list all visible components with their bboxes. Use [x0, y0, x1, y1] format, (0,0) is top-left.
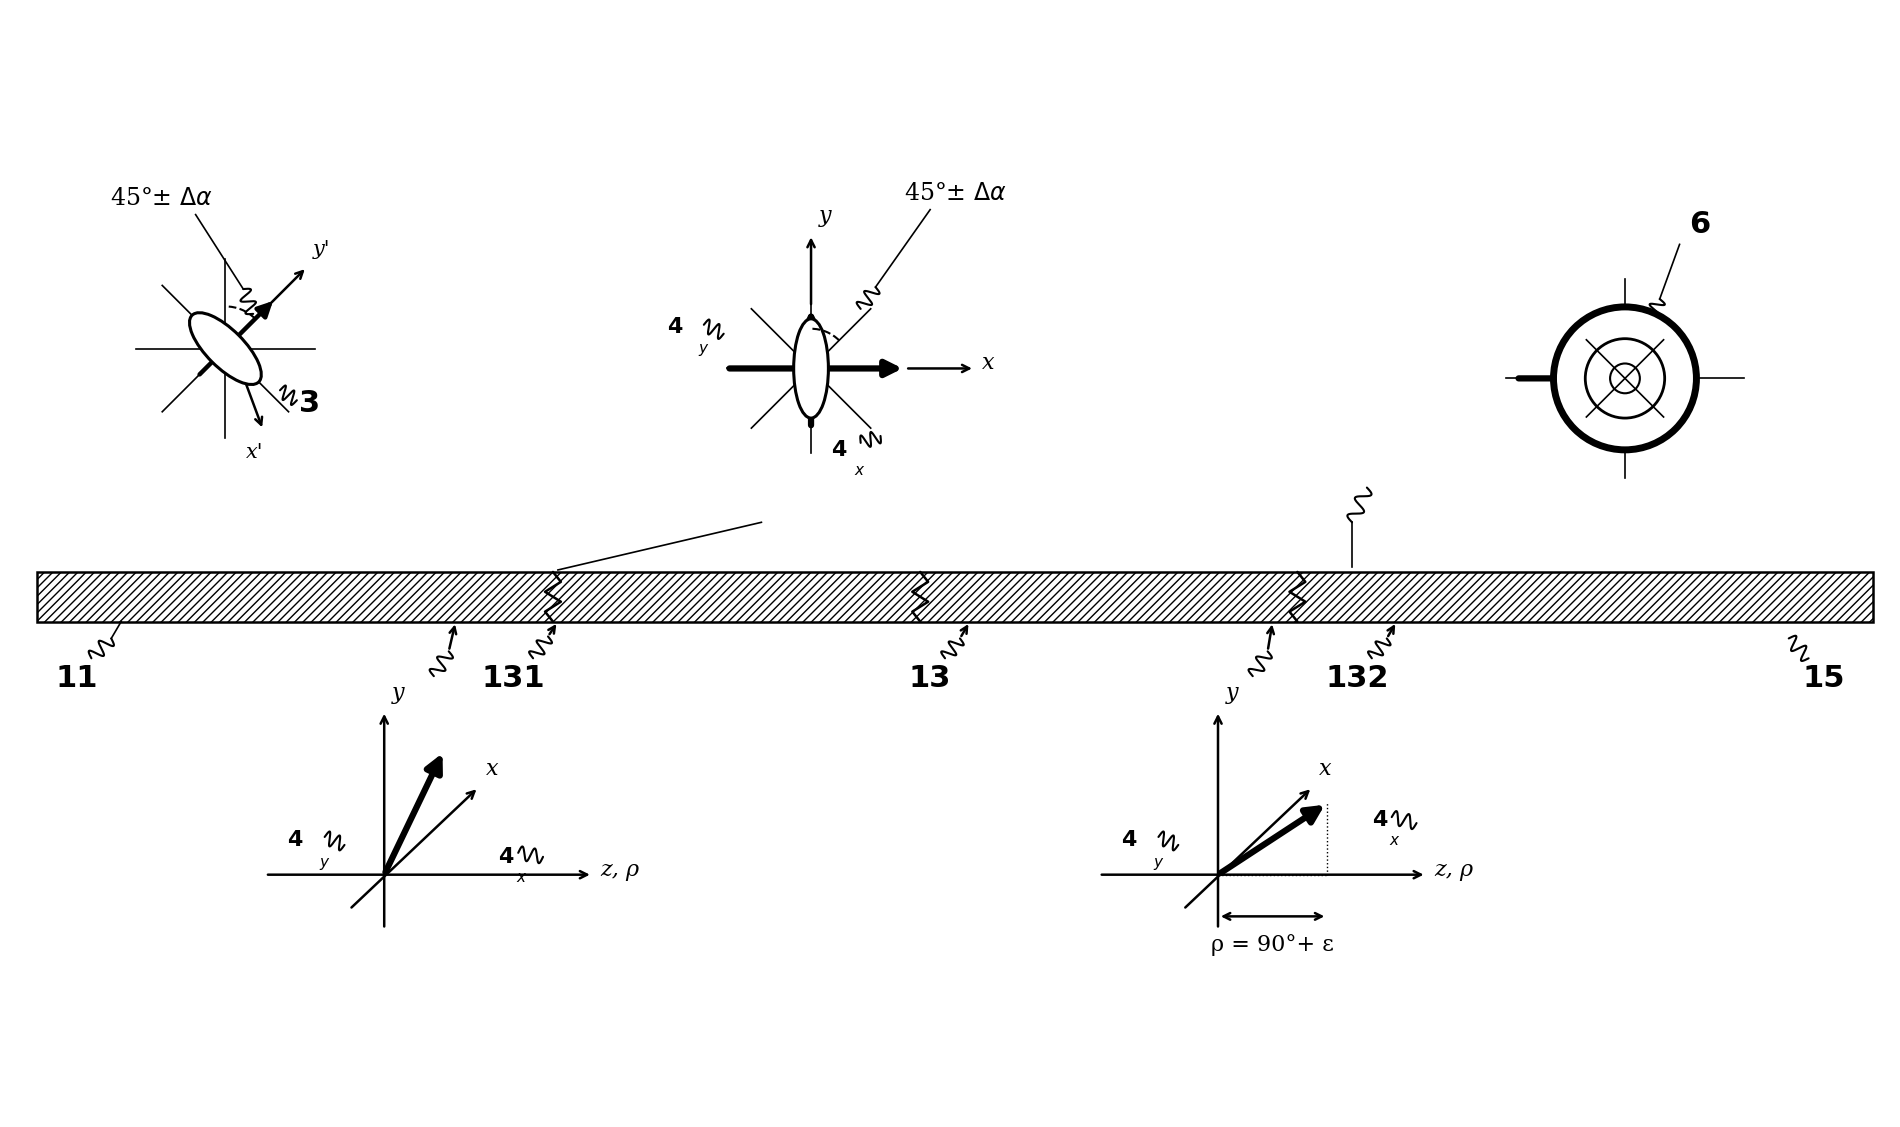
Text: x': x' — [247, 443, 264, 462]
Circle shape — [1609, 364, 1640, 393]
Text: x: x — [855, 463, 864, 478]
Text: 11: 11 — [55, 664, 97, 693]
Ellipse shape — [190, 312, 262, 384]
Text: 45°± $\Delta\alpha$: 45°± $\Delta\alpha$ — [110, 187, 213, 210]
Text: 13: 13 — [908, 664, 952, 693]
Text: 45°± $\Delta\alpha$: 45°± $\Delta\alpha$ — [904, 181, 1007, 205]
Text: x: x — [1389, 833, 1398, 848]
Text: x: x — [1319, 758, 1332, 780]
Circle shape — [1585, 339, 1664, 418]
Text: y: y — [1153, 855, 1163, 870]
Text: ρ = 90°+ ε: ρ = 90°+ ε — [1210, 934, 1334, 956]
Text: 131: 131 — [481, 664, 545, 693]
Ellipse shape — [794, 319, 828, 418]
Text: z, ρ: z, ρ — [1434, 859, 1474, 880]
Text: y: y — [391, 682, 405, 704]
Text: 3: 3 — [298, 389, 321, 418]
Text: 4: 4 — [1372, 810, 1387, 831]
Circle shape — [1554, 307, 1697, 450]
Text: 6: 6 — [1689, 211, 1710, 239]
Text: x: x — [486, 758, 498, 780]
Bar — [36, 571, 1873, 622]
Text: 4: 4 — [498, 846, 513, 867]
Text: z, ρ: z, ρ — [600, 859, 640, 880]
Text: 4: 4 — [1121, 829, 1136, 850]
Text: x: x — [517, 870, 524, 885]
Text: 4: 4 — [287, 829, 302, 850]
Text: y: y — [819, 204, 832, 227]
Text: y: y — [319, 855, 329, 870]
Text: y': y' — [314, 240, 331, 259]
Text: 15: 15 — [1803, 664, 1845, 693]
Text: 4: 4 — [667, 317, 682, 337]
Text: y: y — [1226, 682, 1239, 704]
Text: 4: 4 — [830, 440, 847, 460]
Text: 132: 132 — [1324, 664, 1389, 693]
Text: x: x — [982, 353, 994, 374]
Text: y: y — [697, 340, 707, 356]
